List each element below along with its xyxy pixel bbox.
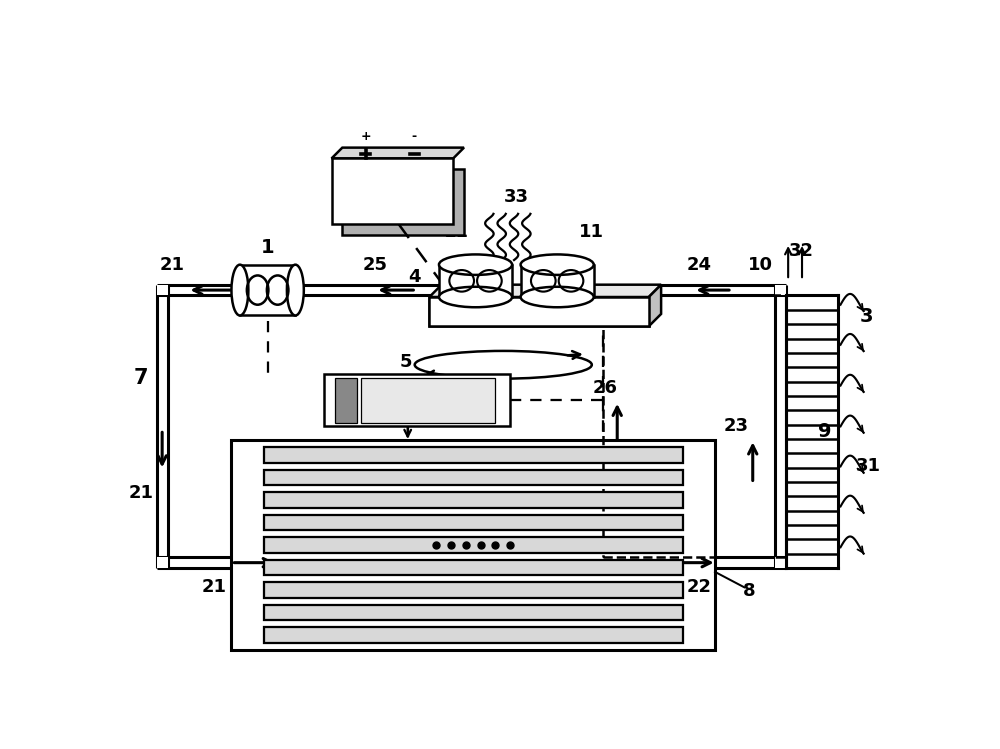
Text: 30: 30: [379, 182, 406, 201]
Text: 2: 2: [279, 446, 292, 464]
Bar: [324, 374, 510, 426]
Bar: [775, 285, 786, 295]
Bar: [335, 377, 357, 422]
Text: +: +: [360, 130, 371, 143]
Text: 21: 21: [129, 485, 154, 503]
Ellipse shape: [521, 287, 594, 307]
Text: 23: 23: [723, 417, 748, 435]
Bar: [332, 158, 453, 224]
Bar: [521, 264, 594, 297]
Text: 24: 24: [686, 256, 711, 274]
Ellipse shape: [287, 264, 304, 315]
Text: 4: 4: [408, 267, 420, 285]
Bar: [264, 470, 683, 485]
Text: 33: 33: [504, 188, 529, 206]
Bar: [264, 515, 683, 530]
Bar: [264, 537, 683, 553]
Bar: [157, 285, 168, 295]
Bar: [439, 264, 512, 297]
Text: -: -: [412, 130, 417, 143]
Bar: [603, 295, 786, 557]
Polygon shape: [332, 148, 464, 158]
Text: 25: 25: [363, 256, 388, 274]
Ellipse shape: [439, 255, 512, 275]
Ellipse shape: [231, 264, 248, 315]
Bar: [157, 557, 168, 568]
Bar: [264, 560, 683, 575]
Bar: [361, 377, 495, 422]
Text: 22: 22: [686, 577, 711, 595]
Bar: [264, 604, 683, 620]
Bar: [775, 557, 786, 568]
Text: 8: 8: [743, 582, 756, 600]
Bar: [429, 297, 649, 327]
Bar: [429, 297, 649, 327]
Bar: [231, 440, 715, 649]
Text: 26: 26: [592, 379, 617, 397]
Bar: [264, 492, 683, 508]
Ellipse shape: [521, 255, 594, 275]
Bar: [264, 447, 683, 463]
Bar: [264, 627, 683, 643]
Text: 11: 11: [579, 223, 604, 241]
Text: 31: 31: [856, 458, 881, 476]
Text: 1: 1: [261, 238, 274, 257]
Text: 5: 5: [400, 353, 412, 371]
Text: 6: 6: [414, 390, 428, 410]
Ellipse shape: [439, 287, 512, 307]
Text: 2: 2: [279, 626, 292, 644]
Polygon shape: [429, 285, 661, 297]
Text: 9: 9: [818, 422, 831, 441]
Bar: [342, 169, 464, 234]
Text: 21: 21: [201, 577, 226, 595]
Polygon shape: [649, 285, 661, 327]
Text: 21: 21: [160, 256, 185, 274]
Text: 7: 7: [134, 368, 149, 388]
Text: 3: 3: [860, 307, 873, 326]
Text: 32: 32: [789, 242, 814, 260]
Text: 11: 11: [444, 223, 469, 241]
Text: 10: 10: [748, 256, 773, 274]
Bar: [264, 582, 683, 598]
Bar: [240, 264, 295, 315]
